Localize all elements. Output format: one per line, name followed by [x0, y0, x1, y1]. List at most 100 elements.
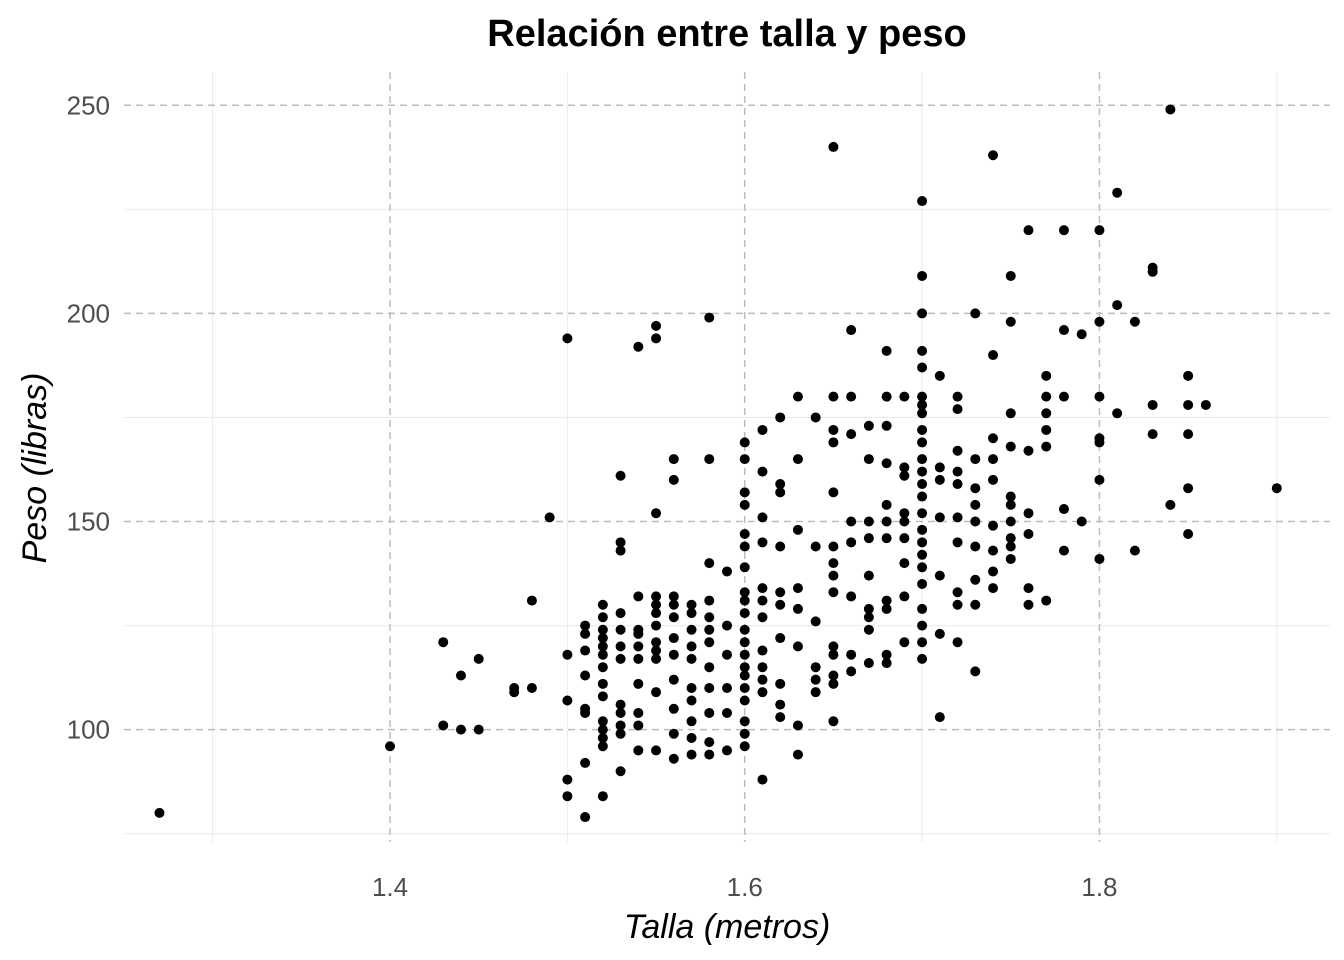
data-point: [615, 545, 626, 556]
data-point: [917, 578, 928, 589]
data-point: [562, 695, 573, 706]
data-point: [757, 595, 768, 606]
data-point: [562, 774, 573, 785]
data-point: [1200, 399, 1211, 410]
data-point: [1094, 553, 1105, 564]
data-point: [988, 566, 999, 577]
data-point: [1183, 370, 1194, 381]
data-point: [686, 732, 697, 743]
data-point: [775, 599, 786, 610]
data-point: [934, 712, 945, 723]
data-point: [952, 587, 963, 598]
data-point: [668, 591, 679, 602]
data-point: [810, 674, 821, 685]
data-point: [438, 720, 449, 731]
data-point: [739, 437, 750, 448]
data-point: [828, 670, 839, 681]
data-point: [615, 728, 626, 739]
data-point: [1023, 445, 1034, 456]
data-point: [615, 470, 626, 481]
data-point: [970, 516, 981, 527]
data-point: [792, 749, 803, 760]
data-point: [881, 516, 892, 527]
data-point: [917, 408, 928, 419]
data-point: [757, 774, 768, 785]
data-point: [668, 674, 679, 685]
data-point: [739, 541, 750, 552]
data-point: [615, 699, 626, 710]
data-point: [1005, 408, 1016, 419]
data-point: [739, 562, 750, 573]
data-point: [455, 724, 466, 735]
data-point: [668, 649, 679, 660]
data-point: [810, 616, 821, 627]
data-point: [828, 716, 839, 727]
data-point: [881, 533, 892, 544]
plot-grid: [124, 72, 1330, 842]
data-point: [1271, 483, 1282, 494]
data-point: [633, 341, 644, 352]
y-tick-label: 150: [67, 507, 110, 537]
data-point: [1076, 516, 1087, 527]
data-point: [597, 732, 608, 743]
x-axis-ticks: 1.4 1.6 1.8: [372, 872, 1118, 902]
data-point: [775, 479, 786, 490]
data-point: [580, 620, 591, 631]
data-point: [917, 479, 928, 490]
data-point: [934, 628, 945, 639]
data-point: [633, 745, 644, 756]
data-point: [881, 499, 892, 510]
data-point: [651, 687, 662, 698]
data-point: [739, 487, 750, 498]
data-point: [775, 487, 786, 498]
data-point: [988, 433, 999, 444]
data-point: [899, 558, 910, 569]
data-point: [1058, 504, 1069, 515]
data-point: [686, 749, 697, 760]
data-point: [385, 741, 396, 752]
data-point: [739, 728, 750, 739]
data-point: [881, 391, 892, 402]
data-point: [633, 678, 644, 689]
data-point: [917, 399, 928, 410]
data-point: [988, 474, 999, 485]
data-point: [899, 508, 910, 519]
data-point: [1112, 300, 1123, 311]
data-point: [952, 479, 963, 490]
data-point: [1147, 399, 1158, 410]
data-point: [1041, 408, 1052, 419]
data-point: [899, 637, 910, 648]
data-point: [988, 350, 999, 361]
data-point: [597, 612, 608, 623]
data-point: [1041, 370, 1052, 381]
data-point: [704, 749, 715, 760]
data-point: [1112, 408, 1123, 419]
data-point: [597, 662, 608, 673]
data-point: [846, 649, 857, 660]
data-point: [899, 516, 910, 527]
data-point: [633, 628, 644, 639]
data-point: [917, 620, 928, 631]
data-point: [970, 666, 981, 677]
data-point: [1058, 225, 1069, 236]
data-point: [1023, 529, 1034, 539]
data-point: [580, 757, 591, 768]
y-axis-ticks: 100 150 200 250: [67, 90, 110, 744]
data-point: [917, 437, 928, 448]
data-point: [952, 445, 963, 456]
data-point: [704, 612, 715, 623]
y-tick-label: 250: [67, 90, 110, 120]
data-point: [1058, 391, 1069, 402]
data-point: [580, 645, 591, 656]
data-point: [1147, 266, 1158, 277]
data-point: [668, 633, 679, 644]
data-point: [988, 520, 999, 531]
data-point: [562, 791, 573, 802]
data-point: [580, 707, 591, 718]
data-point: [917, 454, 928, 465]
data-point: [828, 649, 839, 660]
data-point: [846, 325, 857, 336]
data-point: [775, 678, 786, 689]
data-point: [899, 533, 910, 544]
data-point: [881, 458, 892, 469]
